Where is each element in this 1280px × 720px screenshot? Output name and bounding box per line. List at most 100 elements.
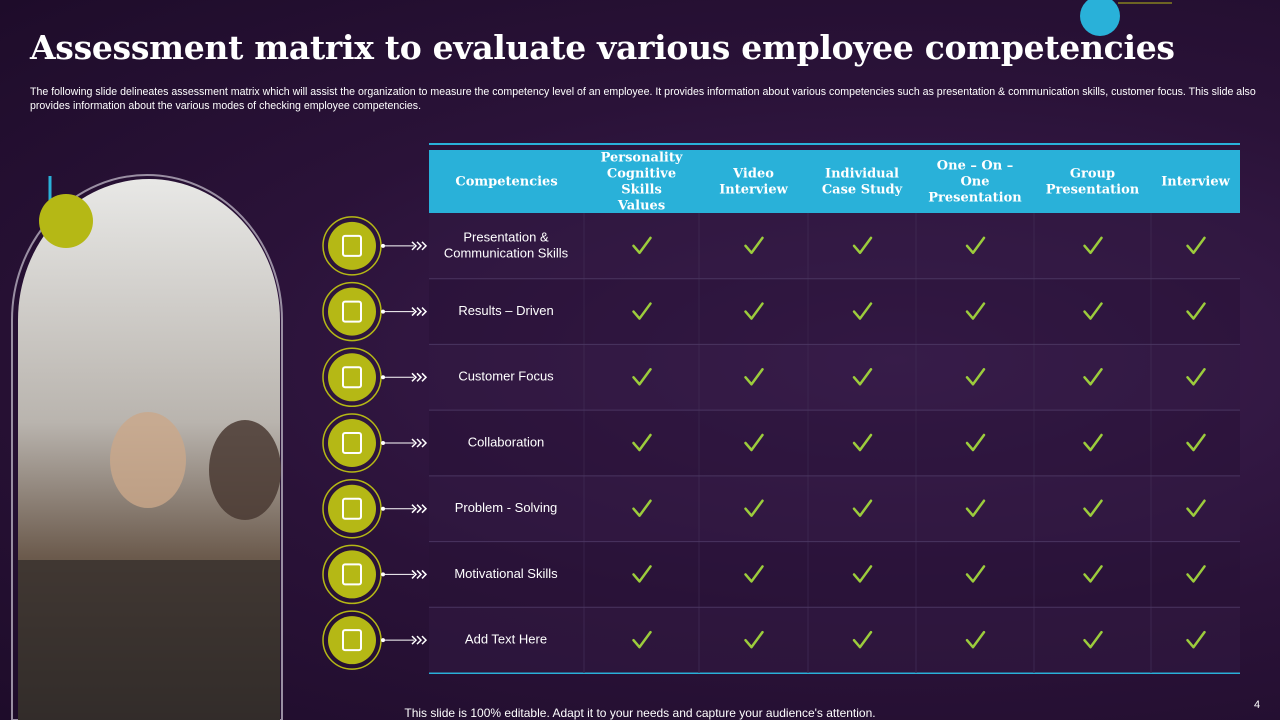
check-icon <box>965 236 986 255</box>
icon-badge <box>328 550 376 599</box>
header-cell: Individual Case Study <box>822 167 903 198</box>
row-label-line: Presentation & <box>463 229 549 244</box>
connector-arrow <box>411 504 428 514</box>
row <box>429 607 1240 673</box>
connector-dot <box>381 441 385 445</box>
deco-circle <box>39 194 93 248</box>
row-label: Customer Focus <box>458 369 554 384</box>
header-cell-line: Video <box>732 167 774 182</box>
check-icon <box>1186 499 1206 517</box>
check-icon <box>632 433 652 452</box>
row <box>429 213 1240 279</box>
check-icon <box>965 302 986 320</box>
row-label-line: Communication Skills <box>444 245 569 260</box>
check-icon <box>852 499 873 517</box>
row <box>429 541 1240 608</box>
check-icon <box>744 433 764 452</box>
row-label-line: Customer Focus <box>458 369 554 384</box>
header-cell: Competencies <box>455 175 557 190</box>
row-label-line: Results – Driven <box>458 303 553 318</box>
check-icon <box>1083 630 1103 649</box>
row-label: Results – Driven <box>458 303 553 318</box>
header-cell-line: Case Study <box>822 183 903 198</box>
icon-glyph <box>342 234 362 257</box>
header-cell: Video Interview <box>719 167 788 198</box>
row-label-line: Collaboration <box>468 434 545 449</box>
check-icon <box>1186 236 1206 255</box>
check-icon <box>1186 630 1206 649</box>
connector-arrow <box>411 635 428 645</box>
check-icon <box>1083 499 1103 517</box>
check-icon <box>965 368 986 386</box>
check-icon <box>632 302 652 320</box>
check-icon <box>1083 433 1103 452</box>
icon-glyph <box>342 432 362 454</box>
check-icon <box>744 630 764 649</box>
check-icon <box>744 565 764 583</box>
connector-arrow <box>411 438 428 448</box>
check-icon <box>1083 565 1103 583</box>
connector-dot <box>381 243 385 248</box>
connector-arrow <box>411 569 428 579</box>
row-label-line: Add Text Here <box>465 632 547 647</box>
check-icon <box>965 565 986 583</box>
connector-dot <box>381 572 385 577</box>
check-icon <box>852 433 873 452</box>
row-label: Collaboration <box>468 434 545 449</box>
icon-glyph <box>342 300 362 323</box>
row-label-line: Motivational Skills <box>454 566 558 581</box>
header-cell-line: One <box>960 175 989 190</box>
deco-circle <box>1080 0 1120 36</box>
icon-badge <box>328 484 376 533</box>
row-label: Problem - Solving <box>455 500 558 515</box>
check-icon <box>1186 302 1206 320</box>
photo-person <box>209 420 281 520</box>
check-icon <box>632 368 652 386</box>
photo-desk <box>18 560 280 720</box>
header-cell-line: Competencies <box>455 175 557 190</box>
header-cell: Personality Cognitive Skills Values <box>601 151 683 214</box>
header-cell: Interview <box>1161 175 1230 190</box>
page-number: 4 <box>1254 699 1261 711</box>
check-icon <box>1186 368 1206 386</box>
check-icon <box>744 302 764 320</box>
check-icon <box>852 630 873 649</box>
check-icon <box>852 302 873 320</box>
photo-person <box>110 412 186 508</box>
header-cell-line: Individual <box>825 167 899 182</box>
header-cell-line: Presentation <box>928 191 1022 206</box>
header-cell-line: Interview <box>719 183 788 198</box>
check-icon <box>1083 302 1103 320</box>
header-cell: Group Presentation <box>1046 167 1140 198</box>
title: Assessment matrix to evaluate various em… <box>30 28 1175 67</box>
row <box>429 278 1240 345</box>
header-cell-line: Values <box>617 199 665 214</box>
icon-badge <box>328 419 376 467</box>
row <box>429 344 1240 411</box>
row-label: Add Text Here <box>465 632 547 647</box>
row <box>429 410 1240 476</box>
check-icon <box>1186 565 1206 583</box>
check-icon <box>744 368 764 386</box>
footer-note: This slide is 100% editable. Adapt it to… <box>404 706 876 720</box>
check-icon <box>1083 236 1103 255</box>
icon-badge <box>328 616 376 665</box>
connector-dot <box>381 638 385 643</box>
check-icon <box>632 565 652 583</box>
check-icon <box>632 236 652 255</box>
check-icon <box>852 236 873 255</box>
row-label: Motivational Skills <box>454 566 558 581</box>
row-label: Presentation & Communication Skills <box>444 229 569 260</box>
subtitle: The following slide delineates assessmen… <box>30 86 1256 112</box>
table-header <box>429 150 1240 213</box>
connector-dot <box>381 309 385 314</box>
connector-dot <box>381 375 385 380</box>
check-icon <box>632 499 652 517</box>
header-cell-line: Skills <box>621 183 662 198</box>
connector-arrow <box>411 241 428 251</box>
check-icon <box>744 236 764 255</box>
check-icon <box>852 368 873 386</box>
header-cell-line: One – On – <box>937 159 1013 174</box>
icon-glyph <box>342 563 362 586</box>
